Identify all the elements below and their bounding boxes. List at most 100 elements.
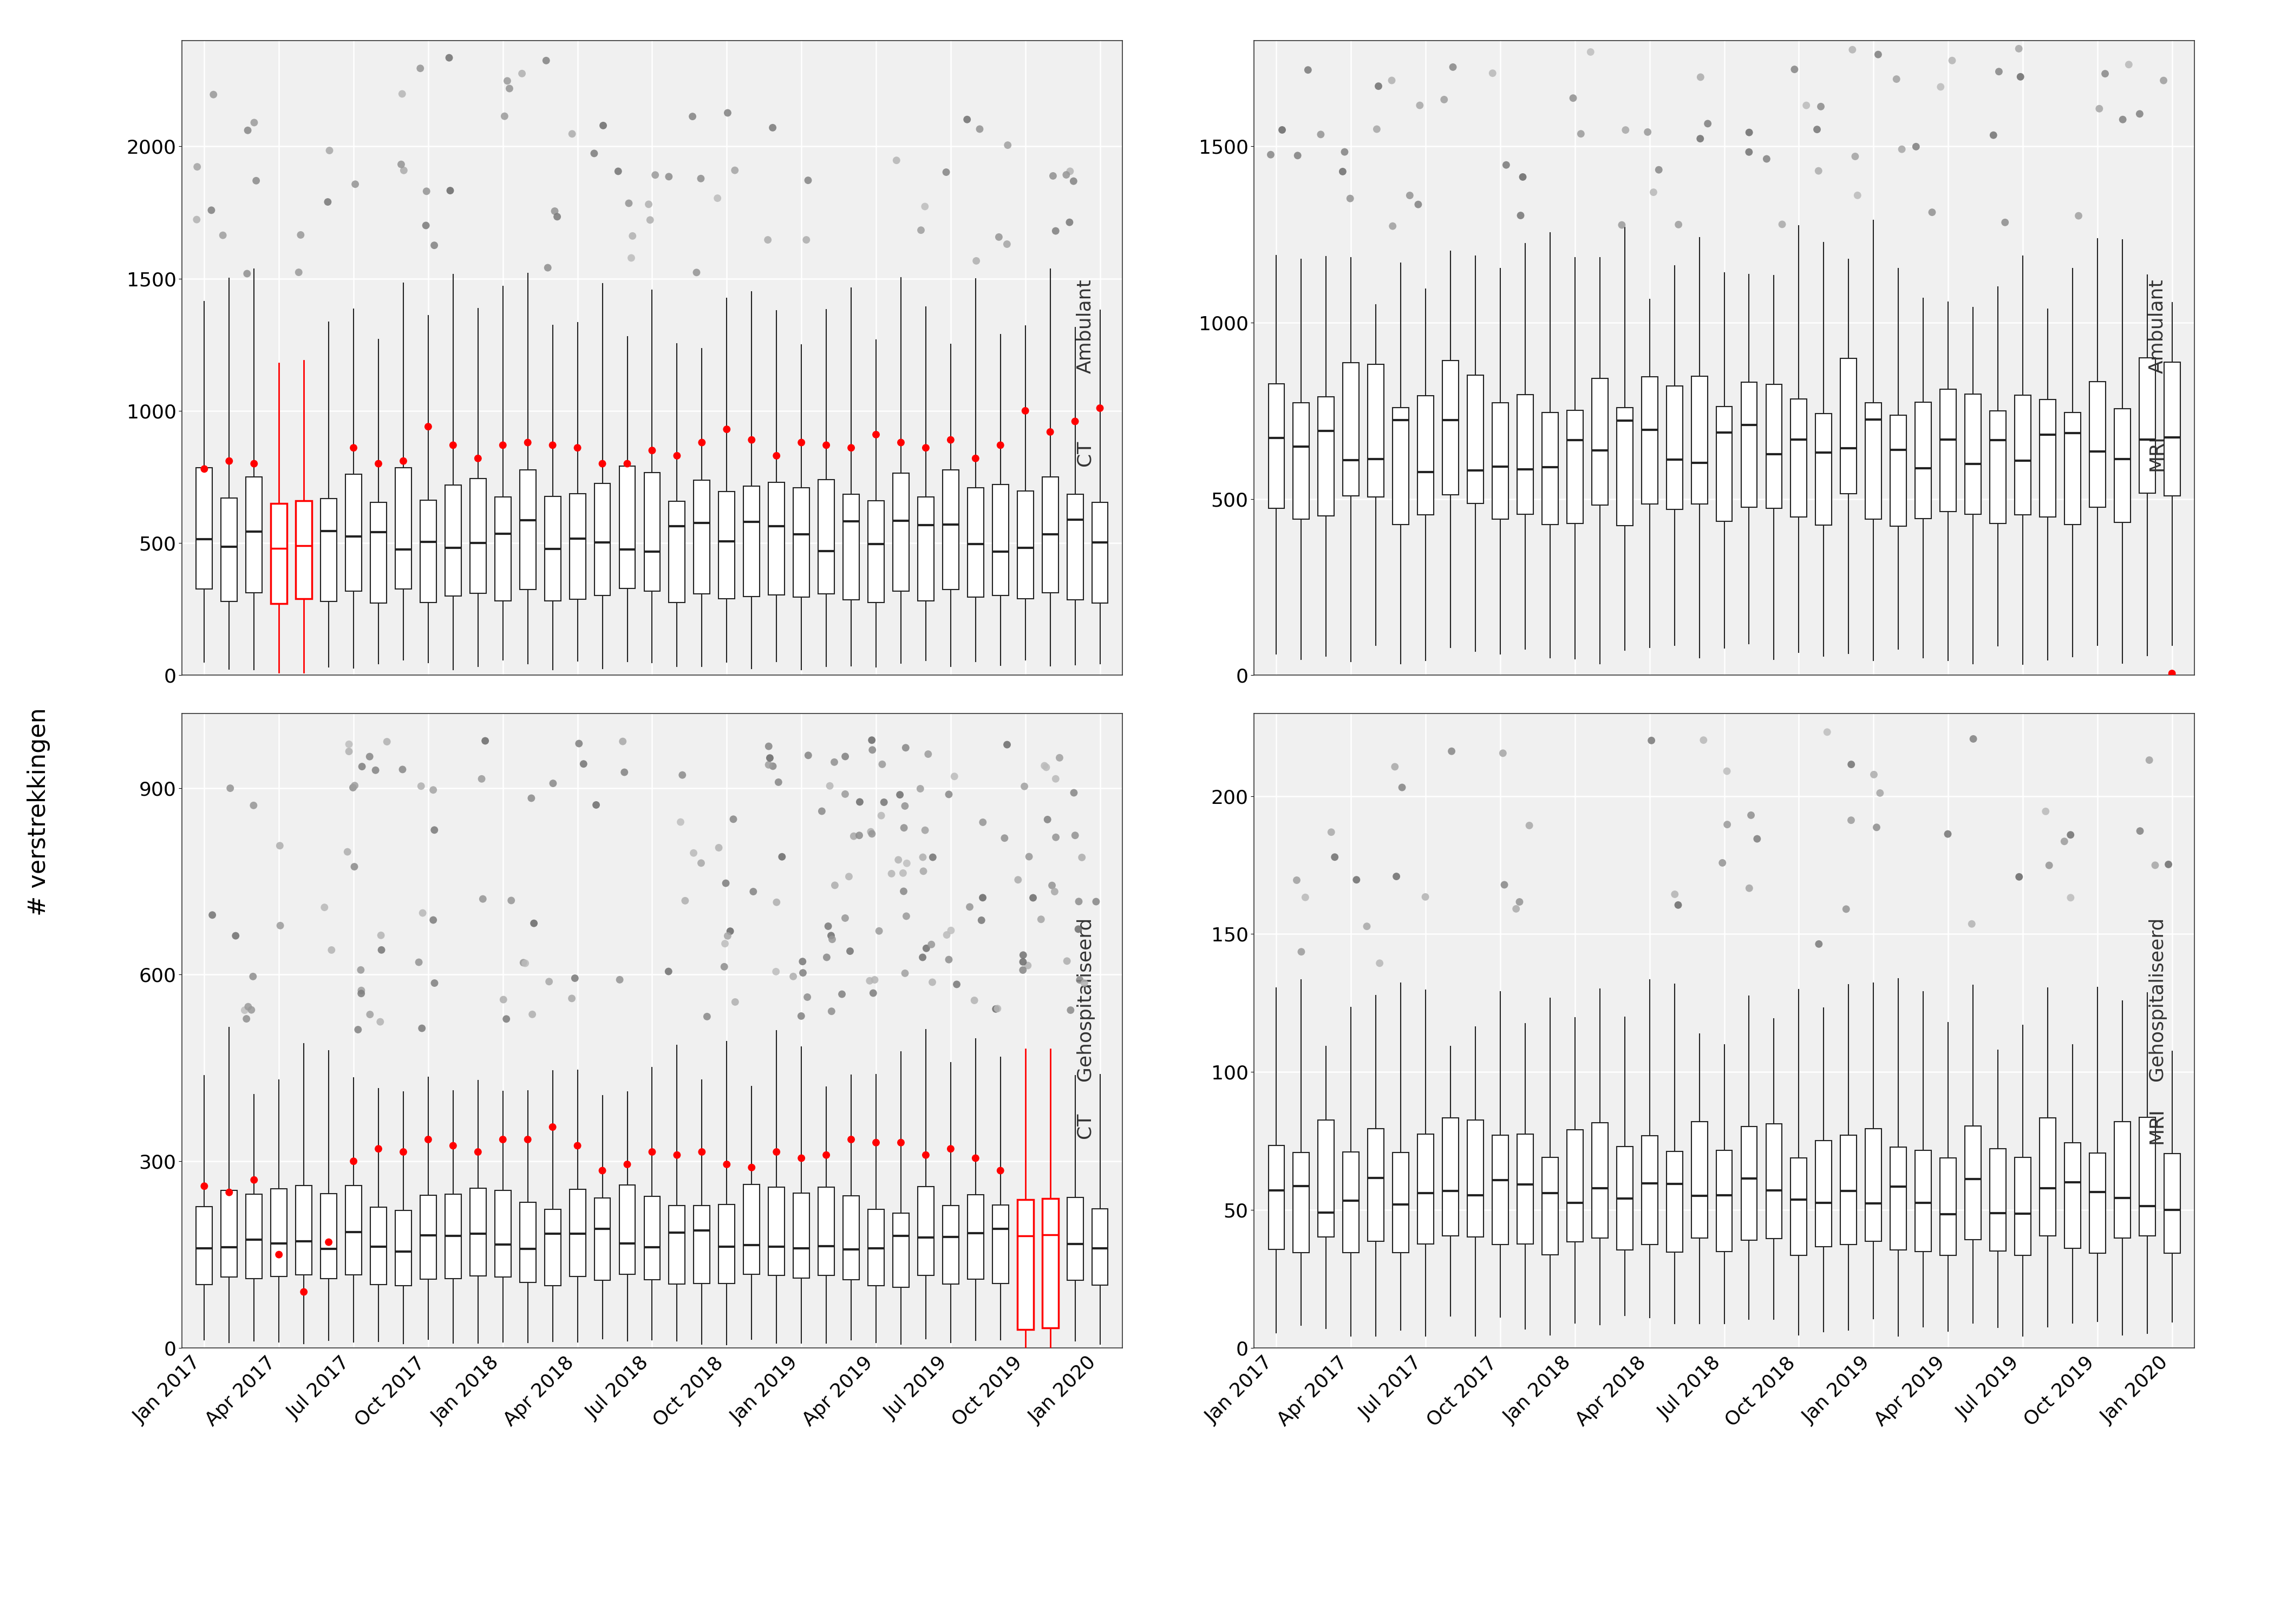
Point [1253, 141, 1289, 167]
Point [575, 140, 612, 166]
Point [1608, 117, 1644, 143]
Bar [1642, 1135, 1658, 1244]
Point [1801, 931, 1837, 957]
Point [484, 987, 521, 1013]
Point [339, 1017, 375, 1043]
Point [236, 109, 273, 135]
Point [2131, 747, 2167, 773]
Bar [1467, 1121, 1483, 1237]
Text: # verstrekkingen: # verstrekkingen [27, 708, 50, 916]
Bar [2015, 1158, 2031, 1255]
Point [1776, 57, 1812, 83]
Bar [719, 1205, 735, 1283]
Bar [421, 1195, 437, 1280]
Point [873, 861, 910, 887]
Point [359, 451, 396, 477]
Point [889, 903, 926, 929]
Bar [1915, 1150, 1931, 1252]
Bar [694, 1205, 709, 1283]
Point [928, 159, 964, 185]
Point [534, 432, 571, 458]
Bar [2065, 1143, 2081, 1249]
Point [1981, 58, 2017, 84]
Point [1001, 867, 1037, 893]
Point [1883, 136, 1919, 162]
Point [675, 104, 712, 130]
Point [186, 1173, 223, 1199]
Point [882, 429, 919, 455]
Bar [196, 1207, 211, 1285]
Point [1037, 879, 1073, 905]
Point [491, 76, 528, 102]
Bar [1592, 1122, 1608, 1237]
Bar [644, 473, 659, 591]
Point [964, 908, 1001, 934]
Point [1765, 211, 1801, 237]
Point [1373, 213, 1410, 239]
Point [932, 427, 969, 453]
Point [1749, 146, 1785, 172]
Point [505, 950, 541, 976]
Point [218, 922, 255, 948]
Point [343, 981, 380, 1007]
Point [1408, 883, 1444, 909]
Point [989, 231, 1026, 257]
Point [1312, 818, 1348, 844]
Point [352, 744, 389, 770]
Point [405, 900, 441, 926]
Bar [1067, 494, 1082, 599]
Point [1067, 970, 1103, 996]
Point [1899, 133, 1935, 159]
Point [712, 918, 748, 944]
Point [1010, 953, 1046, 979]
Bar [1815, 414, 1833, 525]
Bar [1990, 1148, 2006, 1250]
Bar [1294, 1153, 1310, 1252]
Point [905, 944, 941, 970]
Point [557, 965, 594, 991]
Bar [1692, 1122, 1708, 1237]
Point [750, 734, 787, 760]
Point [650, 958, 687, 984]
Bar [1915, 403, 1931, 518]
Bar [543, 497, 562, 601]
Point [964, 885, 1001, 911]
Point [823, 981, 860, 1007]
Point [1278, 867, 1314, 893]
Point [1485, 741, 1521, 767]
Point [553, 986, 589, 1012]
Point [855, 979, 891, 1005]
Bar [1467, 375, 1483, 503]
Point [282, 222, 318, 248]
Point [562, 731, 598, 757]
Bar [1041, 1199, 1057, 1328]
Point [530, 968, 566, 994]
Point [2138, 853, 2174, 879]
Point [609, 451, 646, 477]
Point [1710, 812, 1746, 838]
Point [2001, 864, 2038, 890]
Bar [644, 1197, 659, 1280]
Point [1733, 802, 1769, 828]
Point [1474, 60, 1510, 86]
Point [785, 960, 821, 986]
Point [1703, 849, 1740, 875]
Point [1005, 942, 1041, 968]
Point [1799, 117, 1835, 143]
Point [1828, 896, 1865, 922]
Point [1032, 419, 1069, 445]
Point [584, 112, 621, 138]
Bar [1617, 1147, 1633, 1250]
Point [757, 443, 794, 469]
Point [835, 823, 871, 849]
Point [409, 179, 446, 205]
Point [432, 45, 468, 71]
Point [1037, 218, 1073, 244]
Point [903, 218, 939, 244]
Point [2003, 63, 2040, 89]
Point [1037, 825, 1073, 851]
Bar [1840, 1135, 1856, 1244]
Point [948, 107, 985, 133]
Point [1287, 885, 1323, 911]
Point [807, 1142, 844, 1168]
